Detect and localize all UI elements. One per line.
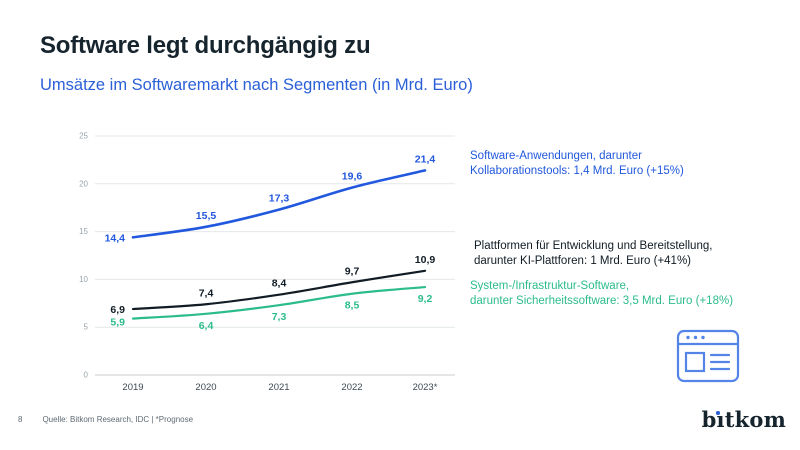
footer: 8 Quelle: Bitkom Research, IDC | *Prognos… [18,415,193,424]
y-axis-tick-label: 25 [79,132,88,141]
data-label: 7,4 [199,287,214,299]
x-axis-tick-label: 2023* [413,382,438,393]
legend-line: Kollaborationstools: 1,4 Mrd. Euro (+15%… [470,165,684,177]
y-axis-tick-label: 0 [84,371,89,380]
series-line-blue [131,169,427,239]
legend-line: Software-Anwendungen, darunter [470,150,642,162]
y-axis-tick-label: 20 [79,179,88,188]
series-line-black [131,269,427,311]
legend-line: darunter KI-Plattforen: 1 Mrd. Euro (+41… [474,255,692,267]
legend-software-anwendungen: Software-Anwendungen, darunter Kollabora… [470,149,684,179]
data-label: 21,4 [415,153,436,165]
data-label: 15,5 [196,210,217,222]
page-title: Software legt durchgängig zu [40,32,371,59]
x-axis-tick-label: 2019 [122,382,143,393]
series-line-green [131,285,427,320]
logo-i-dot [716,411,720,415]
data-label: 9,7 [345,265,360,277]
page-number: 8 [18,415,23,424]
data-label: 8,4 [272,278,287,290]
legend-plattformen: Plattformen für Entwicklung und Bereitst… [474,239,712,269]
y-axis-tick-label: 15 [79,227,88,236]
legend-line: Plattformen für Entwicklung und Bereitst… [474,240,713,252]
y-axis-tick-label: 10 [79,275,88,284]
legend-line: darunter Sicherheitssoftware: 3,5 Mrd. E… [470,295,734,307]
data-label: 9,2 [418,293,433,305]
legend-system-infrastruktur: System-/Infrastruktur-Software, darunter… [470,279,733,309]
line-chart: 0 5 10 15 20 25 2019 2020 2021 2022 2023* 14,4 15,5 1… [79,132,455,393]
x-axis-tick-label: 2020 [195,382,216,393]
x-axis-tick-label: 2022 [341,382,362,393]
data-label: 10,9 [415,254,436,266]
source-note: Quelle: Bitkom Research, IDC | *Prognose [42,415,194,424]
bitkom-logo: bıtkom [701,407,786,432]
data-label: 17,3 [269,193,290,205]
data-label: 6,4 [199,320,214,332]
browser-window-icon [676,329,740,383]
data-label: 14,4 [105,232,126,244]
data-label: 8,5 [345,300,360,312]
x-axis-tick-label: 2021 [268,382,289,393]
data-label: 19,6 [342,171,363,183]
y-axis-tick-label: 5 [84,323,89,332]
page-subtitle: Umsätze im Softwaremarkt nach Segmenten … [40,76,473,94]
data-label: 6,9 [110,304,125,316]
legend-line: System-/Infrastruktur-Software, [470,280,630,292]
data-label: 7,3 [272,311,287,323]
data-label: 5,9 [110,317,125,329]
